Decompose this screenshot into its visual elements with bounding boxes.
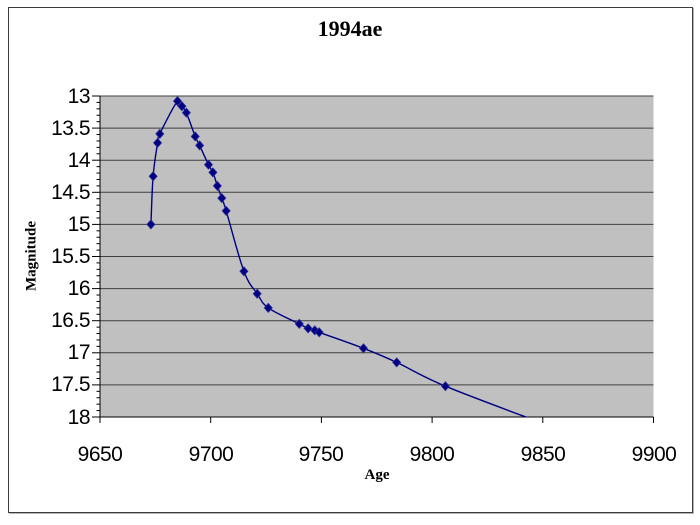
data-point-marker: [252, 288, 262, 299]
data-point-marker: [203, 159, 214, 170]
data-point-marker: [392, 357, 402, 368]
x-tick-label: 9800: [409, 443, 455, 466]
chart-title: 1994ae: [317, 16, 383, 41]
data-point-marker: [146, 219, 156, 230]
x-axis-title: Age: [364, 467, 390, 483]
data-point-marker: [195, 140, 205, 151]
data-point-marker: [303, 323, 313, 334]
y-tick-label: 17.5: [51, 373, 90, 396]
data-point-marker: [148, 171, 158, 182]
y-tick-label: 15.5: [51, 245, 90, 268]
x-tick-label: 9700: [188, 443, 234, 466]
data-point-marker: [208, 167, 218, 178]
data-point-marker: [212, 180, 222, 191]
x-tick-label: 9750: [298, 443, 344, 466]
data-point-marker: [217, 192, 227, 204]
data-point-marker: [314, 327, 324, 338]
y-tick-label: 14: [67, 149, 91, 172]
y-tick-label: 15: [67, 213, 91, 236]
data-point-marker: [239, 266, 249, 277]
data-point-marker: [181, 107, 191, 118]
data-point-marker: [190, 131, 200, 142]
data-point-marker: [153, 137, 163, 148]
y-tick-label: 14.5: [51, 181, 90, 204]
x-tick-label: 9850: [520, 443, 566, 466]
y-tick-label: 16: [67, 277, 91, 300]
data-point-marker: [155, 128, 165, 139]
y-tick-label: 18: [67, 406, 91, 429]
y-tick-label: 13.5: [51, 117, 90, 140]
data-point-marker: [172, 96, 183, 107]
data-point-marker: [177, 101, 187, 112]
y-tick-label: 17: [67, 341, 91, 364]
data-point-marker: [294, 318, 304, 330]
y-tick-label: 13: [67, 85, 91, 108]
y-tick-label: 16.5: [51, 309, 90, 332]
x-tick-label: 9900: [631, 443, 677, 466]
data-point-marker: [358, 343, 369, 354]
x-tick-label: 9650: [77, 443, 123, 466]
series-markers: [146, 96, 450, 392]
data-point-marker: [263, 302, 273, 313]
data-point-marker: [221, 205, 231, 217]
data-point-marker: [440, 381, 450, 392]
